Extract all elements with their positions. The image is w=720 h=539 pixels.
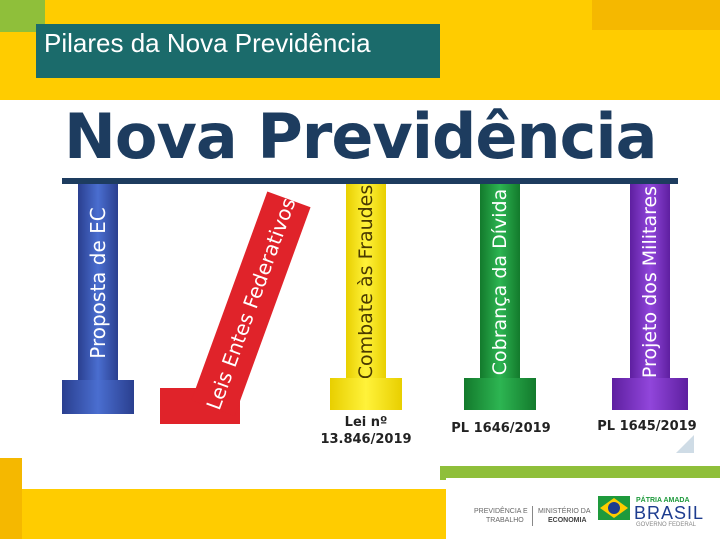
slide-title: Pilares da Nova Previdência <box>44 28 371 58</box>
brasil-wordmark: BRASIL <box>634 503 705 523</box>
pillar-label: Leis Entes Federativos <box>201 194 301 413</box>
slide-title-box <box>36 24 440 78</box>
pillar-projeto-militares: Projeto dos Militares <box>612 184 688 410</box>
pillar-label: Projeto dos Militares <box>639 185 661 379</box>
pillar-label: Combate às Fraudes <box>355 184 377 380</box>
top-right-orange-accent <box>592 0 720 30</box>
pillar-caption-line2: 13.846/2019 <box>320 432 412 447</box>
brasil-flag-icon <box>598 496 630 520</box>
pillar-proposta-ec: Proposta de EC <box>62 184 134 414</box>
brasil-tagline: PÁTRIA AMADA <box>636 497 690 504</box>
pillar-caption: PL 1645/2019 <box>597 419 697 434</box>
pillar-base <box>464 378 536 410</box>
pillar-shaft: Projeto dos Militares <box>630 184 670 380</box>
pillar-base <box>62 380 134 414</box>
corner-triangle-decoration <box>676 435 694 453</box>
pillar-cobranca-divida: Cobrança da Dívida <box>464 184 536 410</box>
ministry-logo-line4: ECONOMIA <box>548 517 587 524</box>
bottom-green-stripe <box>440 466 720 480</box>
ministry-logo-line2: TRABALHO <box>486 517 524 524</box>
heading-underline <box>62 178 678 184</box>
pillar-label: Cobrança da Dívida <box>489 188 511 376</box>
pillar-shaft: Cobrança da Dívida <box>480 184 520 380</box>
pillar-caption-line1: Lei nº <box>344 415 388 430</box>
logo-panel <box>446 478 720 539</box>
pillar-combate-fraudes: Combate às Fraudes <box>330 184 402 410</box>
main-heading: Nova Previdência <box>64 100 657 173</box>
pillar-shaft: Proposta de EC <box>78 184 118 382</box>
pillar-shaft: Leis Entes Federativos <box>191 191 311 416</box>
pillar-shaft: Combate às Fraudes <box>346 184 386 380</box>
ministry-logo-line1: PREVIDÊNCIA E <box>474 508 528 515</box>
pillar-label: Proposta de EC <box>86 207 110 359</box>
pillar-caption: PL 1646/2019 <box>451 421 551 436</box>
logo-divider <box>532 506 533 526</box>
pillar-base <box>330 378 402 410</box>
ministry-logo-line3: MINISTÉRIO DA <box>538 508 591 515</box>
pillar-base <box>612 378 688 410</box>
pillar-leis-entes: Leis Entes Federativos <box>160 184 311 424</box>
brasil-subline: GOVERNO FEDERAL <box>636 522 697 528</box>
bottom-left-orange-accent <box>0 458 22 539</box>
